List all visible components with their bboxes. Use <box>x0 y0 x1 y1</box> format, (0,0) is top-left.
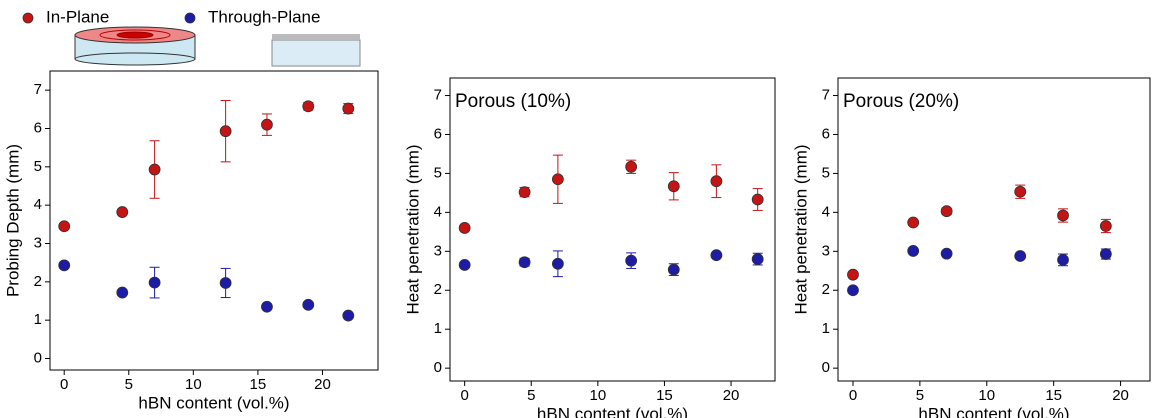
x-tick-label: 0 <box>849 387 857 404</box>
y-tick-label: 7 <box>34 81 42 98</box>
x-tick-label: 10 <box>590 387 607 404</box>
x-tick-label: 20 <box>723 387 740 404</box>
x-tick-label: 15 <box>250 376 267 393</box>
point <box>261 118 273 131</box>
y-tick-label: 5 <box>822 164 830 181</box>
point <box>342 102 355 115</box>
point <box>1099 220 1112 232</box>
y-tick-label: 7 <box>434 86 442 103</box>
x-tick-label: 20 <box>1112 387 1129 404</box>
legend-marker <box>22 12 34 24</box>
y-tick-label: 5 <box>34 158 42 175</box>
point <box>342 309 355 322</box>
legend-marker <box>184 12 196 24</box>
point <box>518 186 531 199</box>
point <box>940 205 953 218</box>
point <box>1057 209 1069 222</box>
in-plane-icon <box>74 26 196 66</box>
legend-label: In-Plane <box>46 7 109 26</box>
y-tick-label: 6 <box>822 125 830 142</box>
point <box>302 100 315 113</box>
point <box>458 222 471 234</box>
point <box>1057 253 1069 266</box>
point <box>1014 250 1027 262</box>
y-tick-label: 0 <box>822 359 830 376</box>
point <box>551 257 564 270</box>
x-tick-label: 5 <box>916 387 924 404</box>
x-tick-label: 5 <box>125 376 133 393</box>
point <box>751 193 764 206</box>
point <box>710 175 723 188</box>
point <box>261 300 273 313</box>
x-axis-label: hBN content (vol.%) <box>138 393 289 412</box>
x-tick-label: 0 <box>60 376 68 393</box>
y-tick-label: 3 <box>822 242 830 259</box>
y-tick-label: 1 <box>434 320 442 337</box>
point <box>847 268 859 281</box>
point <box>751 253 764 265</box>
y-tick-label: 4 <box>434 203 442 220</box>
point <box>625 254 638 267</box>
x-tick-label: 10 <box>185 376 202 393</box>
point <box>907 216 920 229</box>
point <box>667 180 680 193</box>
y-tick-label: 6 <box>34 119 42 136</box>
y-tick-label: 7 <box>822 86 830 103</box>
point <box>1014 185 1027 198</box>
point <box>847 284 859 297</box>
y-tick-label: 2 <box>434 281 442 298</box>
y-tick-label: 4 <box>822 203 830 220</box>
plot-frame <box>837 77 1151 382</box>
y-tick-label: 0 <box>34 349 42 366</box>
point <box>148 163 161 176</box>
y-tick-label: 0 <box>434 359 442 376</box>
point <box>710 249 723 262</box>
y-axis-label: Heat penetration (mm) <box>791 144 810 314</box>
point <box>219 277 232 289</box>
point <box>58 259 71 272</box>
point <box>458 259 471 271</box>
y-tick-label: 2 <box>34 273 42 290</box>
point <box>148 276 161 289</box>
point <box>1099 248 1112 260</box>
point <box>551 173 564 186</box>
through-plane-icon <box>271 34 361 67</box>
x-tick-label: 15 <box>656 387 673 404</box>
point <box>219 125 232 138</box>
point <box>907 245 920 257</box>
y-tick-label: 2 <box>822 281 830 298</box>
y-tick-label: 3 <box>34 234 42 251</box>
point <box>116 206 129 218</box>
x-tick-label: 5 <box>527 387 535 404</box>
point <box>302 298 315 311</box>
point <box>667 263 680 276</box>
point <box>625 160 638 173</box>
plot-frame <box>49 70 379 371</box>
y-tick-label: 6 <box>434 125 442 142</box>
x-axis-label: hBN content (vol.%) <box>537 404 688 418</box>
x-axis-label: hBN content (vol.%) <box>918 404 1069 418</box>
point <box>940 247 953 260</box>
y-axis-label: Heat penetration (mm) <box>403 144 422 314</box>
legend-label: Through-Plane <box>208 7 320 26</box>
y-tick-label: 4 <box>34 196 42 213</box>
point <box>518 256 531 269</box>
x-tick-label: 0 <box>460 387 468 404</box>
point <box>116 286 129 299</box>
y-tick-label: 5 <box>434 164 442 181</box>
annotation: Porous (20%) <box>843 91 959 112</box>
point <box>58 220 71 233</box>
y-tick-label: 1 <box>822 320 830 337</box>
plot-frame <box>449 77 776 382</box>
x-tick-label: 10 <box>978 387 995 404</box>
y-tick-label: 3 <box>434 242 442 259</box>
y-tick-label: 1 <box>34 311 42 328</box>
x-tick-label: 20 <box>314 376 331 393</box>
annotation: Porous (10%) <box>455 91 571 112</box>
x-tick-label: 15 <box>1045 387 1062 404</box>
y-axis-label: Probing Depth (mm) <box>3 144 22 297</box>
